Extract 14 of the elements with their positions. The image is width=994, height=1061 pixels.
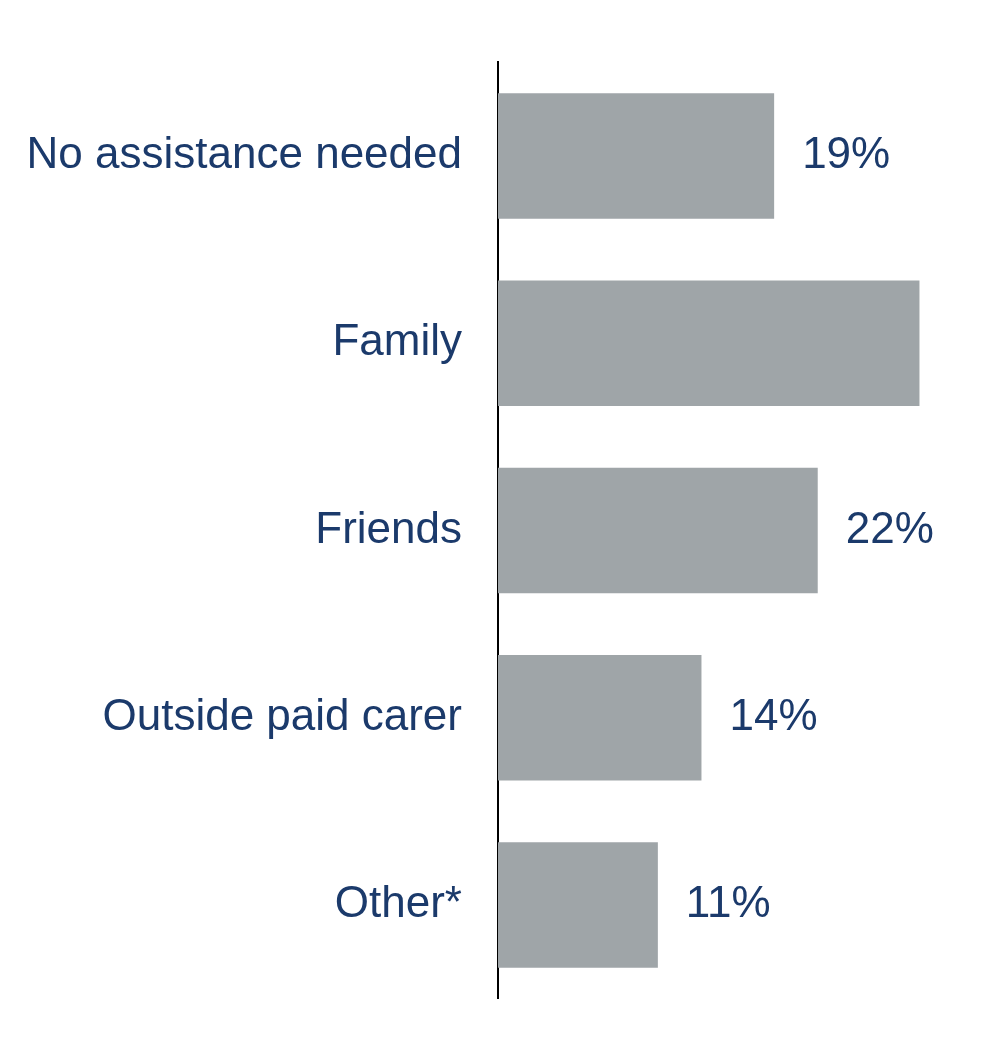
bar	[498, 655, 702, 781]
data-label: 14%	[729, 689, 818, 739]
bar	[498, 467, 818, 594]
y-tick-label: Outside paid carer	[102, 689, 462, 739]
bar	[498, 842, 658, 968]
data-label: 22%	[845, 502, 934, 552]
y-tick-label: Family	[332, 315, 462, 365]
bar	[498, 93, 775, 219]
y-tick-label: No assistance needed	[26, 128, 462, 178]
bar	[498, 280, 920, 406]
y-tick-label: Friends	[315, 502, 462, 552]
data-label: 11%	[685, 877, 771, 927]
data-label: 19%	[802, 128, 891, 178]
y-tick-label: Other*	[334, 877, 462, 927]
